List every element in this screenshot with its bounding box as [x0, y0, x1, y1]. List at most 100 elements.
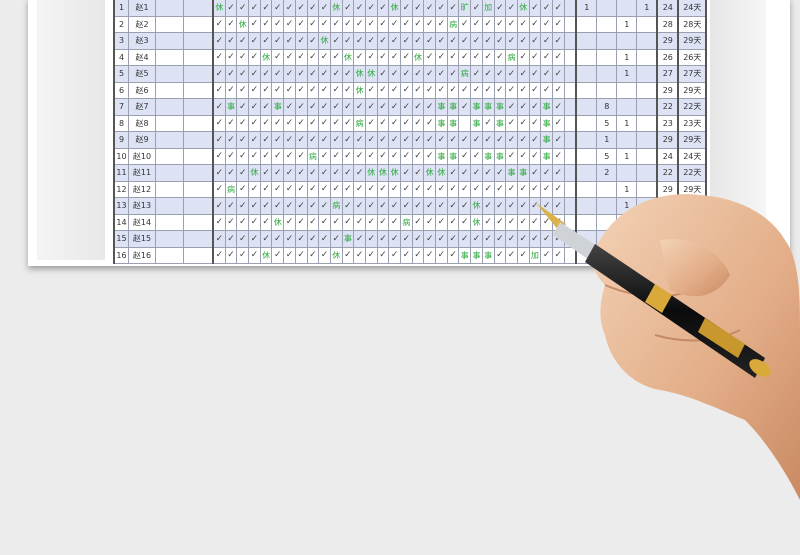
- summary-cell[interactable]: [575, 32, 598, 50]
- summary-cell[interactable]: [596, 81, 618, 99]
- day-cell[interactable]: ✓: [224, 147, 238, 165]
- summary-cell[interactable]: [575, 65, 598, 83]
- day-cell[interactable]: ✓: [212, 98, 226, 116]
- day-cell[interactable]: ✓: [446, 246, 460, 264]
- day-cell[interactable]: [563, 197, 578, 215]
- day-cell[interactable]: ✓: [248, 131, 261, 149]
- day-cell[interactable]: ✓: [516, 213, 530, 231]
- day-cell[interactable]: ✓: [423, 65, 437, 83]
- day-cell[interactable]: ✓: [329, 15, 343, 33]
- day-cell[interactable]: ✓: [540, 0, 553, 17]
- day-cell[interactable]: 休: [435, 164, 448, 182]
- day-cell[interactable]: ✓: [212, 48, 226, 66]
- name-cell[interactable]: 赵9: [128, 131, 156, 149]
- summary-cell[interactable]: 2: [596, 164, 618, 182]
- row-number-cell[interactable]: 2: [113, 15, 129, 33]
- blank-cell[interactable]: [155, 32, 184, 50]
- day-cell[interactable]: ✓: [283, 164, 296, 182]
- day-cell[interactable]: ✓: [528, 114, 542, 132]
- day-cell[interactable]: ✓: [236, 65, 250, 83]
- name-cell[interactable]: 赵2: [128, 15, 156, 33]
- day-cell[interactable]: ✓: [516, 180, 530, 198]
- blank-cell[interactable]: [155, 164, 184, 182]
- day-cell[interactable]: ✓: [528, 65, 542, 83]
- blank-cell[interactable]: [183, 114, 214, 132]
- attendance-count-cell[interactable]: 29: [656, 32, 680, 50]
- row-number-cell[interactable]: 3: [113, 32, 129, 50]
- day-cell[interactable]: ✓: [493, 81, 507, 99]
- day-cell[interactable]: [563, 65, 578, 83]
- day-cell[interactable]: ✓: [388, 147, 401, 165]
- day-cell[interactable]: ✓: [446, 65, 460, 83]
- day-cell[interactable]: ✓: [376, 213, 390, 231]
- attendance-days-cell[interactable]: 29天: [677, 81, 708, 99]
- summary-cell[interactable]: [575, 213, 598, 231]
- day-cell[interactable]: ✓: [505, 246, 518, 264]
- attendance-days-cell[interactable]: 22天: [677, 164, 708, 182]
- day-cell[interactable]: ✓: [551, 65, 565, 83]
- day-cell[interactable]: ✓: [528, 0, 542, 17]
- attendance-count-cell[interactable]: 29: [656, 180, 680, 198]
- day-cell[interactable]: ✓: [236, 81, 250, 99]
- day-cell[interactable]: ✓: [224, 213, 238, 231]
- day-cell[interactable]: ✓: [516, 15, 530, 33]
- summary-cell[interactable]: [636, 98, 659, 116]
- summary-cell[interactable]: 1: [636, 0, 659, 17]
- day-cell[interactable]: ✓: [540, 15, 553, 33]
- day-cell[interactable]: 休: [212, 0, 226, 17]
- day-cell[interactable]: ✓: [376, 197, 390, 215]
- day-cell[interactable]: ✓: [540, 65, 553, 83]
- attendance-days-cell[interactable]: 29天: [677, 180, 708, 198]
- day-cell[interactable]: ✓: [224, 114, 238, 132]
- row-number-cell[interactable]: 7: [113, 98, 129, 116]
- day-cell[interactable]: ✓: [353, 48, 366, 66]
- day-cell[interactable]: ✓: [259, 65, 273, 83]
- summary-cell[interactable]: 1: [616, 15, 638, 33]
- day-cell[interactable]: ✓: [353, 147, 366, 165]
- day-cell[interactable]: ✓: [224, 65, 238, 83]
- day-cell[interactable]: ✓: [505, 213, 518, 231]
- attendance-days-cell[interactable]: 24天: [677, 0, 708, 17]
- day-cell[interactable]: [563, 246, 578, 264]
- summary-cell[interactable]: 5: [596, 114, 618, 132]
- blank-cell[interactable]: [155, 246, 184, 264]
- row-number-cell[interactable]: 6: [113, 81, 129, 99]
- day-cell[interactable]: 事: [540, 114, 553, 132]
- day-cell[interactable]: ✓: [505, 15, 518, 33]
- summary-cell[interactable]: 5: [596, 147, 618, 165]
- day-cell[interactable]: ✓: [505, 114, 518, 132]
- day-cell[interactable]: 休: [423, 164, 437, 182]
- day-cell[interactable]: ✓: [505, 81, 518, 99]
- blank-cell[interactable]: [183, 197, 214, 215]
- blank-cell[interactable]: [155, 48, 184, 66]
- day-cell[interactable]: 休: [329, 246, 343, 264]
- summary-cell[interactable]: 8: [596, 98, 618, 116]
- summary-cell[interactable]: [636, 48, 659, 66]
- blank-cell[interactable]: [155, 114, 184, 132]
- day-cell[interactable]: ✓: [540, 164, 553, 182]
- day-cell[interactable]: ✓: [528, 147, 542, 165]
- day-cell[interactable]: ✓: [551, 164, 565, 182]
- day-cell[interactable]: ✓: [540, 81, 553, 99]
- day-cell[interactable]: [563, 164, 578, 182]
- day-cell[interactable]: ✓: [516, 246, 530, 264]
- day-cell[interactable]: ✓: [505, 65, 518, 83]
- day-cell[interactable]: ✓: [306, 197, 320, 215]
- summary-cell[interactable]: [575, 48, 598, 66]
- day-cell[interactable]: ✓: [551, 197, 565, 215]
- name-cell[interactable]: 赵11: [128, 164, 156, 182]
- day-cell[interactable]: ✓: [224, 246, 238, 264]
- day-cell[interactable]: ✓: [212, 147, 226, 165]
- day-cell[interactable]: ✓: [353, 246, 366, 264]
- summary-cell[interactable]: 1: [616, 65, 638, 83]
- day-cell[interactable]: ✓: [388, 32, 401, 50]
- day-cell[interactable]: ✓: [306, 131, 320, 149]
- attendance-days-cell[interactable]: 29天: [677, 32, 708, 50]
- day-cell[interactable]: ✓: [318, 81, 331, 99]
- day-cell[interactable]: ✓: [411, 197, 425, 215]
- day-cell[interactable]: ✓: [236, 32, 250, 50]
- summary-cell[interactable]: 1: [616, 48, 638, 66]
- day-cell[interactable]: ✓: [388, 246, 401, 264]
- day-cell[interactable]: ✓: [540, 246, 553, 264]
- summary-cell[interactable]: [636, 114, 659, 132]
